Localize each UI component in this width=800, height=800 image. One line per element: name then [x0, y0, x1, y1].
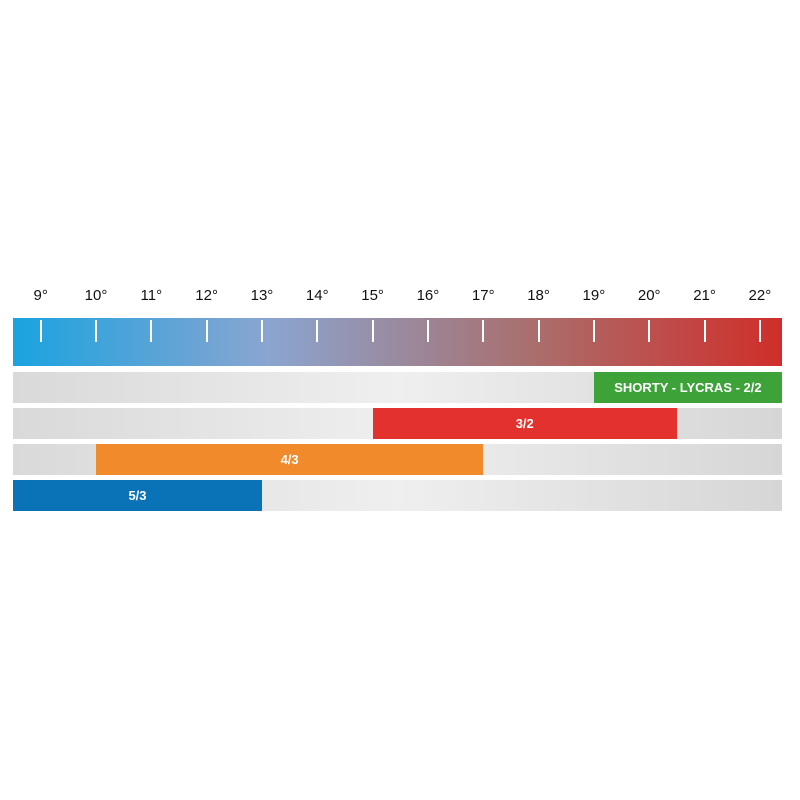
range-bar: SHORTY - LYCRAS - 2/2: [593, 372, 782, 403]
tick-label: 12°: [195, 287, 218, 304]
tick-mark: [758, 320, 761, 342]
tick-label: 18°: [527, 287, 550, 304]
tick-label: 22°: [748, 287, 772, 304]
tick-label: 20°: [637, 287, 661, 304]
tick-mark: [592, 320, 595, 342]
temperature-gradient-scale: [13, 318, 782, 366]
tick-label: 14°: [305, 287, 329, 304]
tick-label: 9°: [33, 287, 48, 304]
tick-label: 11°: [140, 287, 163, 304]
tick-label: 21°: [693, 287, 716, 304]
tick-mark: [703, 320, 706, 342]
tick-mark: [482, 320, 485, 342]
range-bar: 4/3: [95, 444, 484, 475]
tick-mark: [260, 320, 263, 342]
tick-mark: [205, 320, 208, 342]
tick-label: 13°: [250, 287, 274, 304]
tick-label: 15°: [361, 287, 384, 304]
tick-label: 19°: [582, 287, 606, 304]
range-row: 5/3: [13, 480, 782, 511]
tick-mark: [150, 320, 153, 342]
range-row: 4/3: [13, 444, 782, 475]
tick-mark: [39, 320, 42, 342]
tick-mark: [648, 320, 651, 342]
tick-mark: [537, 320, 540, 342]
range-bar: 3/2: [372, 408, 677, 439]
tick-label: 10°: [84, 287, 108, 304]
tick-label: 17°: [471, 287, 495, 304]
tick-mark: [316, 320, 319, 342]
range-row: 3/2: [13, 408, 782, 439]
tick-mark: [426, 320, 429, 342]
wetsuit-temperature-chart: 9° 10° 11° 12° 13° 14° 15° 16° 17° 18° 19° 20° 21° 22…: [13, 0, 782, 800]
range-row: SHORTY - LYCRAS - 2/2: [13, 372, 782, 403]
tick-mark: [371, 320, 374, 342]
tick-label: 16°: [416, 287, 440, 304]
tick-mark: [94, 320, 97, 342]
range-bar: 5/3: [13, 480, 262, 511]
